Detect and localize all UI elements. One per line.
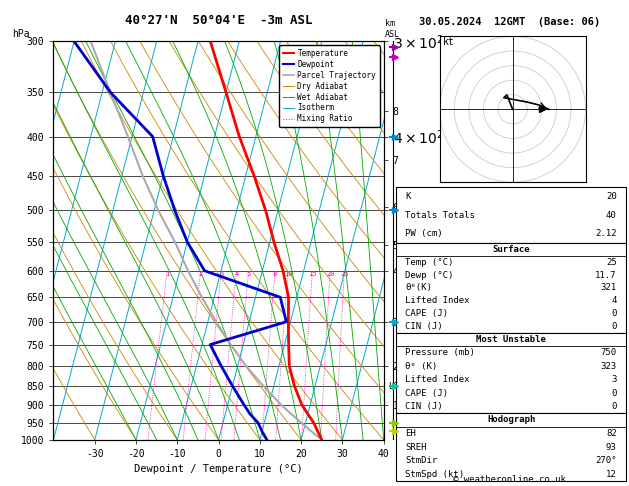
Text: Totals Totals: Totals Totals — [406, 210, 476, 220]
FancyBboxPatch shape — [396, 413, 626, 481]
Text: 4: 4 — [235, 271, 238, 277]
Text: Pressure (mb): Pressure (mb) — [406, 348, 476, 358]
Text: CAPE (J): CAPE (J) — [406, 388, 448, 398]
Text: θᵉ (K): θᵉ (K) — [406, 362, 438, 371]
Text: 25: 25 — [606, 258, 616, 267]
Text: 270°: 270° — [595, 456, 616, 465]
Text: Dewp (°C): Dewp (°C) — [406, 271, 454, 279]
Text: K: K — [406, 192, 411, 201]
Text: 20: 20 — [326, 271, 335, 277]
Legend: Temperature, Dewpoint, Parcel Trajectory, Dry Adiabat, Wet Adiabat, Isotherm, Mi: Temperature, Dewpoint, Parcel Trajectory… — [279, 45, 380, 127]
Text: 8: 8 — [273, 271, 277, 277]
Text: Hodograph: Hodograph — [487, 416, 535, 424]
Text: 750: 750 — [601, 348, 616, 358]
FancyBboxPatch shape — [396, 243, 626, 333]
Text: 2.12: 2.12 — [595, 229, 616, 238]
Text: 10: 10 — [284, 271, 292, 277]
FancyBboxPatch shape — [396, 187, 626, 243]
Text: θᵉ(K): θᵉ(K) — [406, 283, 432, 293]
Text: 3: 3 — [611, 375, 616, 384]
Text: hPa: hPa — [13, 29, 30, 39]
Text: 30.05.2024  12GMT  (Base: 06): 30.05.2024 12GMT (Base: 06) — [419, 17, 600, 27]
Text: 15: 15 — [308, 271, 316, 277]
Text: 1: 1 — [165, 271, 169, 277]
Text: 3: 3 — [219, 271, 223, 277]
Text: StmDir: StmDir — [406, 456, 438, 465]
Y-axis label: Mixing Ratio (g/kg): Mixing Ratio (g/kg) — [451, 193, 460, 288]
Text: EH: EH — [406, 429, 416, 438]
Text: CIN (J): CIN (J) — [406, 402, 443, 411]
Text: kt: kt — [443, 37, 454, 47]
Text: 0: 0 — [611, 322, 616, 331]
Text: © weatheronline.co.uk: © weatheronline.co.uk — [453, 474, 566, 484]
Text: 20: 20 — [606, 192, 616, 201]
Text: Lifted Index: Lifted Index — [406, 296, 470, 305]
Text: 323: 323 — [601, 362, 616, 371]
Text: SREH: SREH — [406, 443, 427, 451]
Text: 0: 0 — [611, 309, 616, 318]
Text: 321: 321 — [601, 283, 616, 293]
Text: PW (cm): PW (cm) — [406, 229, 443, 238]
Text: 82: 82 — [606, 429, 616, 438]
Text: CAPE (J): CAPE (J) — [406, 309, 448, 318]
Text: 40: 40 — [606, 210, 616, 220]
Text: 12: 12 — [606, 470, 616, 479]
Text: 5: 5 — [247, 271, 251, 277]
Text: Lifted Index: Lifted Index — [406, 375, 470, 384]
Text: Temp (°C): Temp (°C) — [406, 258, 454, 267]
FancyBboxPatch shape — [396, 333, 626, 413]
Text: CIN (J): CIN (J) — [406, 322, 443, 331]
Text: 2: 2 — [199, 271, 203, 277]
Text: 11.7: 11.7 — [595, 271, 616, 279]
Text: StmSpd (kt): StmSpd (kt) — [406, 470, 465, 479]
Text: LCL: LCL — [388, 382, 403, 391]
Text: 25: 25 — [340, 271, 348, 277]
X-axis label: Dewpoint / Temperature (°C): Dewpoint / Temperature (°C) — [134, 465, 303, 474]
Text: 40°27'N  50°04'E  -3m ASL: 40°27'N 50°04'E -3m ASL — [125, 14, 313, 27]
Text: 93: 93 — [606, 443, 616, 451]
Text: 4: 4 — [611, 296, 616, 305]
Text: Most Unstable: Most Unstable — [476, 335, 546, 344]
Text: km
ASL: km ASL — [385, 19, 400, 39]
Text: Surface: Surface — [493, 245, 530, 254]
Text: 0: 0 — [611, 402, 616, 411]
Text: 0: 0 — [611, 388, 616, 398]
